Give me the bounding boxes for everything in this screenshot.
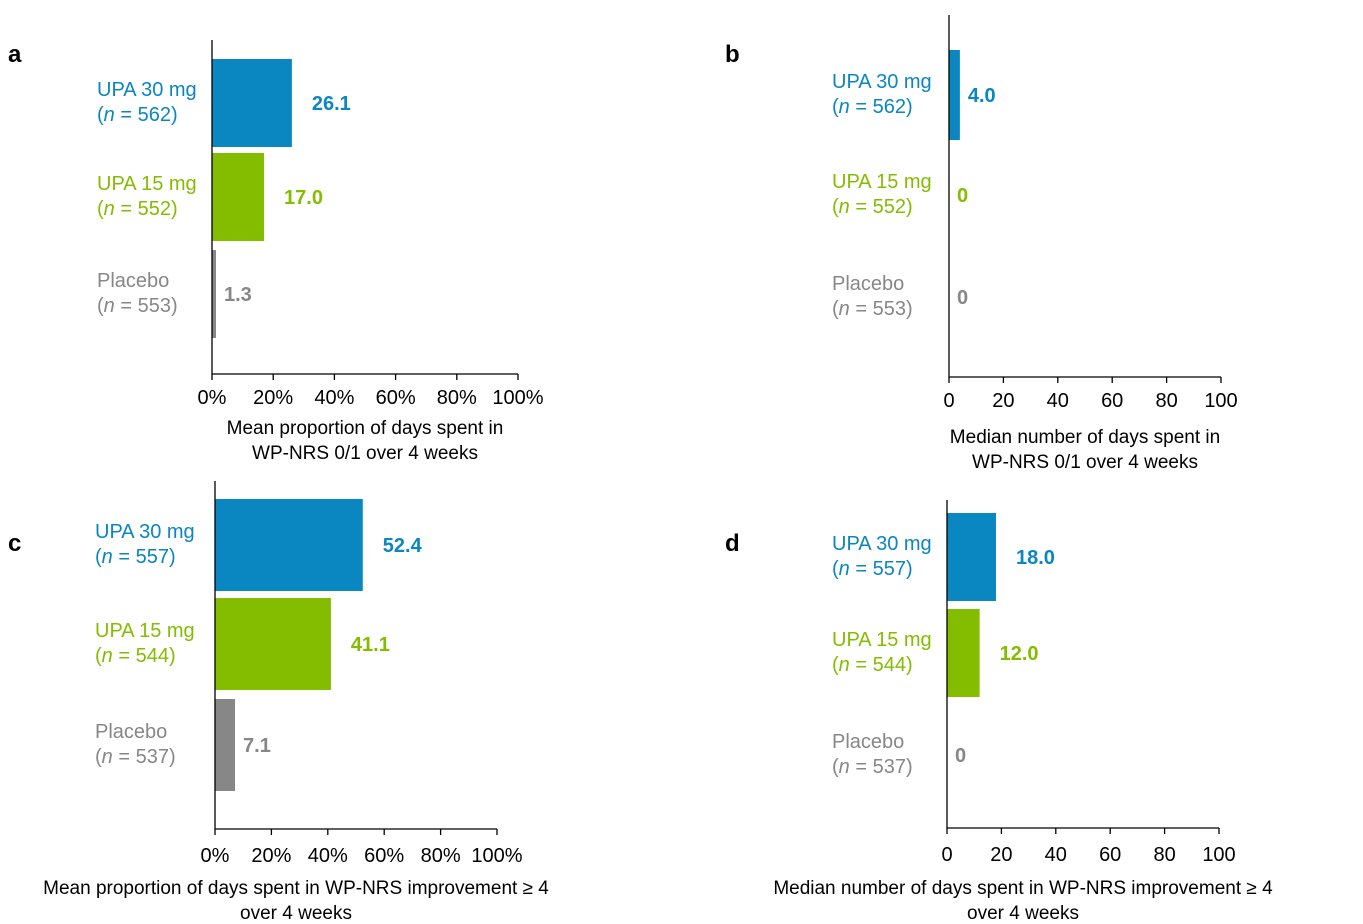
x-tick-label-a: 40% [314, 387, 354, 409]
bar-a-upa-15-mg [212, 153, 265, 241]
bar-c-upa-30-mg [215, 499, 363, 591]
group-label-b-placebo: Placebo (n = 553) [832, 273, 913, 320]
bar-c-upa-15-mg [215, 598, 331, 690]
bar-c-placebo [215, 699, 236, 791]
panel-a: a UPA 30 mg (n = 562) 26.1 UPA 15 mg (n = 552… [8, 40, 544, 464]
value-label-a-placebo: 1.3 [224, 284, 252, 306]
value-label-a-upa-30-mg: 26.1 [312, 93, 351, 115]
panel-d: d UPA 30 mg (n = 557) 18.0 UPA 15 mg (n = 544… [725, 500, 1273, 924]
panel-letter-b: b [725, 41, 740, 68]
x-tick-label-c: 100% [471, 845, 522, 867]
value-label-d-placebo: 0 [955, 745, 966, 767]
value-label-c-placebo: 7.1 [243, 735, 271, 757]
panel-letter-d: d [725, 530, 740, 557]
value-label-b-upa-15-mg: 0 [957, 185, 968, 207]
group-label-c-upa-30-mg: UPA 30 mg (n = 557) [95, 521, 195, 568]
group-label-c-upa-15-mg: UPA 15 mg (n = 544) [95, 620, 195, 667]
group-label-a-upa-15-mg: UPA 15 mg (n = 552) [97, 173, 197, 220]
x-axis-title-b: Median number of days spent in [950, 427, 1220, 448]
x-tick-label-b: 60 [1101, 390, 1123, 412]
x-tick-label-c: 80% [421, 845, 461, 867]
group-label-b-upa-30-mg: UPA 30 mg (n = 562) [832, 71, 932, 118]
value-label-d-upa-30-mg: 18.0 [1016, 547, 1055, 569]
x-tick-label-c: 20% [251, 845, 291, 867]
bar-d-upa-30-mg [947, 513, 996, 601]
x-tick-label-b: 0 [943, 390, 954, 412]
x-tick-label-d: 40 [1045, 844, 1067, 866]
value-label-c-upa-15-mg: 41.1 [351, 634, 390, 656]
group-label-d-placebo: Placebo (n = 537) [832, 731, 913, 778]
x-tick-label-d: 20 [990, 844, 1012, 866]
x-axis-title-a: WP-NRS 0/1 over 4 weeks [252, 443, 478, 464]
group-label-a-placebo: Placebo (n = 553) [97, 270, 178, 317]
panel-c: c UPA 30 mg (n = 557) 52.4 UPA 15 mg (n = 544… [8, 481, 549, 924]
x-axis-title-d: Median number of days spent in WP-NRS im… [773, 878, 1273, 899]
panel-letter-c: c [8, 530, 21, 557]
value-label-d-upa-15-mg: 12.0 [1000, 643, 1039, 665]
x-tick-label-c: 40% [308, 845, 348, 867]
group-label-c-placebo: Placebo (n = 537) [95, 721, 176, 768]
value-label-a-upa-15-mg: 17.0 [284, 187, 323, 209]
x-tick-label-d: 100 [1202, 844, 1235, 866]
x-tick-label-b: 40 [1047, 390, 1069, 412]
group-label-a-upa-30-mg: UPA 30 mg (n = 562) [97, 79, 197, 126]
x-tick-label-b: 100 [1204, 390, 1237, 412]
x-tick-label-a: 80% [437, 387, 477, 409]
x-tick-label-d: 80 [1153, 844, 1175, 866]
group-label-d-upa-30-mg: UPA 30 mg (n = 557) [832, 533, 932, 580]
group-label-b-upa-15-mg: UPA 15 mg (n = 552) [832, 171, 932, 218]
bar-b-upa-30-mg [949, 50, 960, 140]
panel-letter-a: a [8, 41, 22, 68]
bar-d-upa-15-mg [947, 609, 980, 697]
panel-b: b UPA 30 mg (n = 562) 4.0 UPA 15 mg (n = 552)… [725, 15, 1238, 473]
x-tick-label-a: 100% [492, 387, 543, 409]
x-tick-label-b: 80 [1155, 390, 1177, 412]
x-axis-title-b: WP-NRS 0/1 over 4 weeks [972, 452, 1198, 473]
x-tick-label-c: 60% [364, 845, 404, 867]
value-label-b-upa-30-mg: 4.0 [968, 85, 996, 107]
x-tick-label-d: 0 [941, 844, 952, 866]
x-axis-title-c: Mean proportion of days spent in WP-NRS … [43, 878, 549, 899]
x-tick-label-d: 60 [1099, 844, 1121, 866]
bar-a-upa-30-mg [212, 59, 292, 147]
x-axis-title-c: over 4 weeks [240, 903, 352, 924]
x-tick-label-a: 0% [198, 387, 227, 409]
x-axis-title-a: Mean proportion of days spent in [227, 418, 504, 439]
x-tick-label-c: 0% [201, 845, 230, 867]
group-label-d-upa-15-mg: UPA 15 mg (n = 544) [832, 629, 932, 676]
x-tick-label-a: 60% [376, 387, 416, 409]
x-tick-label-b: 20 [992, 390, 1014, 412]
x-axis-title-d: over 4 weeks [967, 903, 1079, 924]
x-tick-label-a: 20% [253, 387, 293, 409]
bar-a-placebo [212, 250, 216, 338]
value-label-c-upa-30-mg: 52.4 [383, 535, 423, 557]
value-label-b-placebo: 0 [957, 287, 968, 309]
